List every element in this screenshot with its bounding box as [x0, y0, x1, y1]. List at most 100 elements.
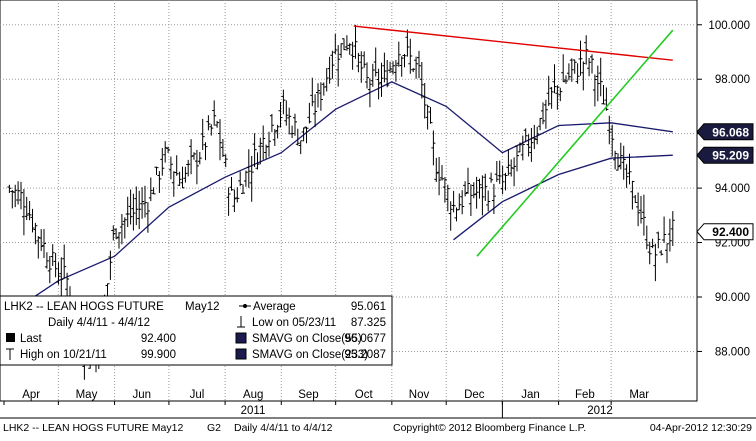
- sma233-line: [453, 154, 673, 241]
- ohlc-bar: [425, 104, 430, 130]
- x-month-label: Jun: [132, 389, 151, 401]
- ohlc-bar: [592, 74, 597, 107]
- ohlc-bar: [618, 142, 623, 170]
- legend-instrument: LHK2 -- LEAN HOGS FUTURE: [4, 301, 164, 313]
- ohlc-bar: [24, 196, 29, 220]
- ohlc-bar: [278, 102, 283, 128]
- ohlc-bar: [143, 185, 147, 218]
- sma55-swatch-icon: [235, 332, 247, 344]
- ohlc-bar: [212, 100, 217, 126]
- ohlc-bar: [564, 75, 568, 84]
- ohlc-bars: [7, 24, 675, 380]
- ohlc-bar: [304, 126, 309, 144]
- x-month-label: Dec: [464, 389, 485, 401]
- ohlc-bar: [670, 211, 675, 246]
- x-month-label: Mar: [629, 389, 649, 401]
- ohlc-bar: [128, 189, 133, 225]
- ohlc-bar: [203, 142, 208, 161]
- x-year-label: 2012: [587, 405, 613, 417]
- ohlc-bar: [402, 54, 407, 68]
- ohlc-bar: [174, 155, 179, 176]
- x-month-label: Aug: [243, 389, 263, 401]
- ohlc-bar: [665, 243, 669, 264]
- ohlc-bar: [301, 127, 306, 142]
- ohlc-bar: [595, 65, 600, 102]
- ohlc-bar: [480, 175, 485, 216]
- ohlc-bar: [307, 102, 312, 124]
- ohlc-bar: [627, 153, 632, 185]
- ohlc-bar: [569, 58, 574, 82]
- ohlc-bar: [168, 156, 173, 180]
- x-month-label: Jul: [190, 389, 205, 401]
- y-axis: 88.00090.00092.00094.00096.00098.000100.…: [697, 20, 750, 358]
- ohlc-bar: [7, 184, 12, 193]
- legend-high-value: 99.900: [141, 349, 176, 361]
- ohlc-bar: [422, 83, 427, 119]
- x-month-label: Sep: [298, 389, 318, 401]
- ohlc-bar: [437, 157, 442, 196]
- ohlc-bar: [440, 165, 444, 181]
- svg-text:96.068: 96.068: [712, 125, 749, 139]
- legend-sma55-label: SMAVG on Close(55): [252, 333, 362, 345]
- legend-sma55-value: 96.0677: [344, 333, 386, 345]
- ohlc-bar: [275, 124, 280, 139]
- ohlc-bar: [13, 184, 18, 208]
- ohlc-bar: [313, 94, 318, 128]
- ohlc-bar: [489, 172, 494, 183]
- ohlc-bar: [445, 184, 450, 212]
- ohlc-bar: [529, 128, 534, 162]
- x-axis: Apr May Jun Jul Aug Sep Oct Nov Dec Jan Feb Mar 2011…: [3, 389, 649, 418]
- ohlc-bar: [561, 54, 566, 83]
- x-month-label: Nov: [409, 389, 430, 401]
- ohlc-bar: [500, 165, 505, 195]
- ohlc-bar: [316, 83, 320, 108]
- footer-instrument: LHK2 -- LEAN HOGS FUTURE May12: [3, 422, 183, 434]
- ohlc-bar: [339, 43, 344, 58]
- ohlc-bar: [483, 173, 488, 201]
- ohlc-bar: [607, 115, 612, 145]
- ohlc-bar: [641, 194, 646, 236]
- ohlc-bar: [662, 216, 667, 243]
- ohlc-bar: [186, 159, 191, 177]
- trendlines: [353, 25, 674, 257]
- ohlc-bar: [59, 257, 64, 298]
- ohlc-bar: [318, 82, 323, 111]
- ohlc-bar: [241, 184, 245, 194]
- ohlc-bar: [223, 154, 228, 168]
- low-marker-icon: [237, 316, 245, 328]
- ohlc-bar: [333, 33, 338, 54]
- ohlc-bar: [163, 141, 168, 163]
- ohlc-bar: [388, 61, 393, 73]
- ohlc-bar: [405, 29, 410, 57]
- ohlc-bar: [287, 107, 292, 135]
- ohlc-bar: [27, 201, 32, 221]
- ohlc-bar: [344, 35, 349, 51]
- ohlc-bar: [428, 107, 433, 124]
- ohlc-bar: [630, 180, 635, 210]
- high-marker-icon: [6, 348, 14, 360]
- ohlc-bar: [134, 186, 139, 226]
- ohlc-bar: [111, 225, 116, 241]
- ohlc-bar: [575, 63, 580, 84]
- ohlc-bar: [353, 24, 358, 59]
- svg-text:95.209: 95.209: [712, 149, 749, 163]
- ohlc-bar: [379, 62, 384, 97]
- footer-bar: LHK2 -- LEAN HOGS FUTURE May12 G2 Daily …: [0, 417, 756, 434]
- x-year-label: 2011: [241, 405, 266, 417]
- ohlc-bar: [367, 78, 372, 108]
- footer-copyright: Copyright© 2012 Bloomberg Finance L.P.: [393, 422, 586, 434]
- x-month-label: Oct: [355, 389, 374, 401]
- ohlc-bar: [218, 119, 222, 161]
- ohlc-bar: [408, 38, 413, 74]
- ohlc-bar: [442, 177, 447, 203]
- ohlc-bar: [419, 62, 424, 99]
- ohlc-bar: [53, 252, 58, 278]
- ohlc-bar: [399, 56, 404, 77]
- ohlc-bar: [145, 202, 150, 233]
- x-month-label: Feb: [575, 389, 595, 401]
- ohlc-bar: [549, 87, 554, 109]
- legend-last-value: 92.400: [141, 333, 176, 345]
- ohlc-bar: [310, 77, 315, 107]
- ohlc-bar: [667, 218, 672, 252]
